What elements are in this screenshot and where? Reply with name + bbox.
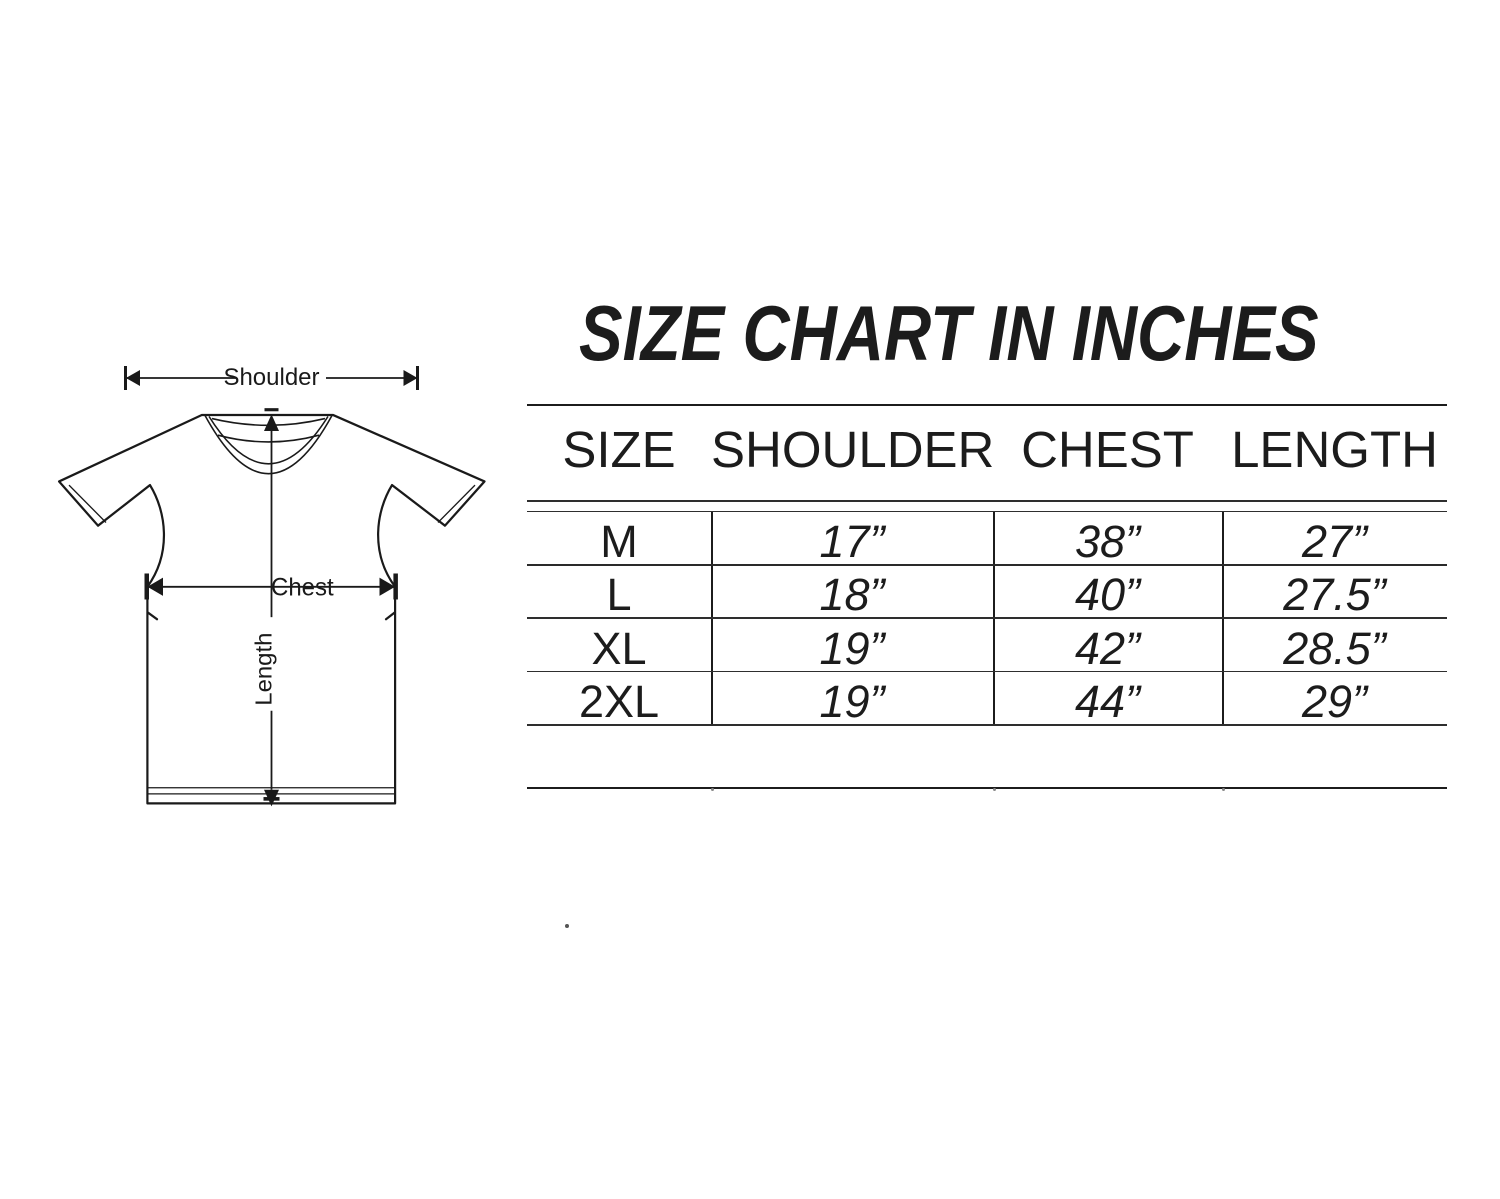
svg-text:Shoulder: Shoulder bbox=[223, 364, 319, 391]
svg-text:Length: Length bbox=[251, 633, 276, 706]
svg-text:Chest: Chest bbox=[271, 574, 334, 602]
